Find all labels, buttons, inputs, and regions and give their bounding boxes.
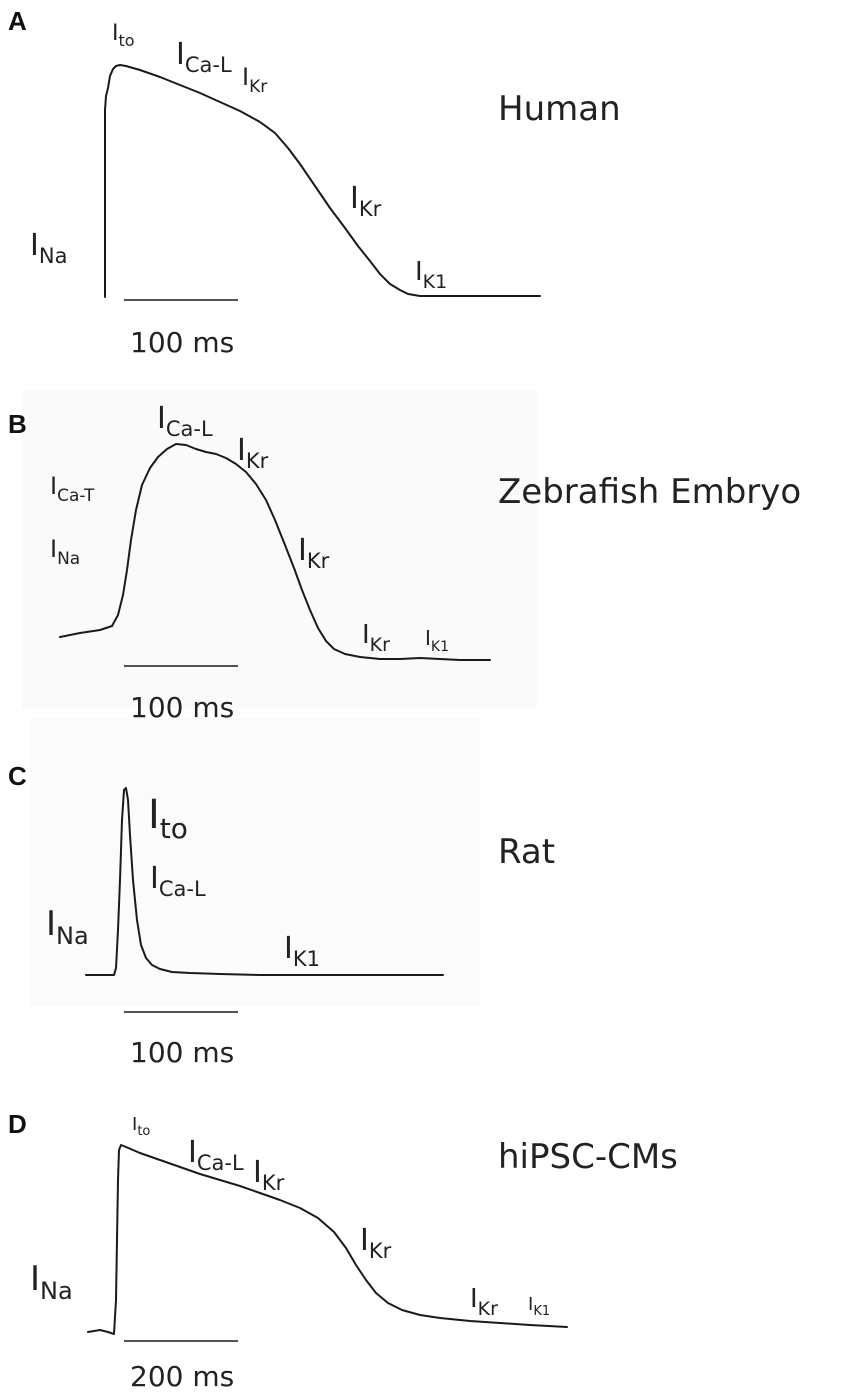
panel-c-scale-label: 100 ms <box>130 1036 234 1069</box>
svg-text:IKr: IKr <box>237 433 269 473</box>
panel-b-trace <box>59 443 491 661</box>
current-label-ica-l: ICa-L <box>176 37 232 77</box>
current-label-ina: INa <box>50 535 80 569</box>
svg-text:ICa-L: ICa-L <box>176 37 232 77</box>
panel-b-species-label: Zebrafish Embryo <box>498 472 801 512</box>
svg-text:INa: INa <box>30 228 67 268</box>
current-label-ina: INa <box>46 904 89 950</box>
svg-text:Ito: Ito <box>112 21 135 50</box>
svg-text:ICa-L: ICa-L <box>157 401 213 441</box>
current-label-ica-l: ICa-L <box>150 861 206 901</box>
svg-text:IKr: IKr <box>470 1284 498 1320</box>
svg-text:IK1: IK1 <box>425 626 449 655</box>
current-label-ik1: IK1 <box>425 626 449 655</box>
svg-text:IKr: IKr <box>360 1223 392 1263</box>
svg-text:IKr: IKr <box>242 63 267 97</box>
svg-text:Ito: Ito <box>148 792 188 845</box>
panel-b-background <box>22 390 537 708</box>
svg-text:Ito: Ito <box>132 1114 150 1139</box>
panel-a: A Ito ICa-L IKr IKr INa IK1 Human 100 ms <box>8 6 621 359</box>
svg-text:ICa-L: ICa-L <box>188 1135 244 1175</box>
current-label-ica-t: ICa-T <box>50 472 95 506</box>
svg-text:IKr: IKr <box>253 1155 285 1195</box>
panel-c-trace <box>85 787 444 976</box>
current-label-ito: Ito <box>132 1114 150 1139</box>
panel-d-species-label: hiPSC-CMs <box>498 1137 678 1177</box>
current-label-ica-l: ICa-L <box>188 1135 244 1175</box>
panel-d-scale-label: 200 ms <box>130 1360 234 1393</box>
current-label-ikr: IKr <box>253 1155 285 1195</box>
panel-a-trace <box>104 64 541 298</box>
current-label-ikr: IKr <box>298 533 330 573</box>
current-label-ik1: IK1 <box>528 1294 550 1319</box>
current-label-ito: Ito <box>148 792 188 845</box>
panel-c-species-label: Rat <box>498 832 555 872</box>
current-label-ik1: IK1 <box>284 931 320 971</box>
current-label-ikr: IKr <box>470 1284 498 1320</box>
svg-text:IKr: IKr <box>350 181 382 221</box>
panel-b-scale-label: 100 ms <box>130 691 234 724</box>
current-label-ikr: IKr <box>237 433 269 473</box>
panel-c-label: C <box>8 761 27 791</box>
current-label-ikr: IKr <box>242 63 267 97</box>
svg-text:IK1: IK1 <box>528 1294 550 1319</box>
panel-d-trace <box>87 1144 568 1335</box>
svg-text:IKr: IKr <box>298 533 330 573</box>
current-label-ikr: IKr <box>360 1223 392 1263</box>
svg-text:IK1: IK1 <box>415 257 447 293</box>
current-label-ina: INa <box>30 228 67 268</box>
current-label-ito: Ito <box>112 21 135 50</box>
svg-text:INa: INa <box>46 904 89 950</box>
panel-a-label: A <box>8 6 27 36</box>
panel-a-scale-label: 100 ms <box>130 326 234 359</box>
panel-b: B ICa-L IKr ICa-T INa IKr IKr IK1 Zebraf… <box>8 401 801 724</box>
panel-c: C Ito ICa-L INa IK1 Rat 100 ms <box>8 761 555 1069</box>
panel-c-background <box>30 718 480 1006</box>
current-label-ik1: IK1 <box>415 257 447 293</box>
svg-text:INa: INa <box>50 535 80 569</box>
current-label-ikr: IKr <box>362 620 390 656</box>
panel-b-label: B <box>8 409 27 439</box>
current-label-ina: INa <box>30 1259 73 1305</box>
current-label-ikr: IKr <box>350 181 382 221</box>
current-label-ica-l: ICa-L <box>157 401 213 441</box>
svg-text:IKr: IKr <box>362 620 390 656</box>
panel-d-label: D <box>8 1109 27 1139</box>
panel-a-species-label: Human <box>498 89 621 129</box>
svg-text:ICa-L: ICa-L <box>150 861 206 901</box>
panel-d: D Ito ICa-L IKr INa IKr IKr IK1 hiPSC-CM… <box>8 1109 678 1393</box>
svg-text:IK1: IK1 <box>284 931 320 971</box>
svg-text:INa: INa <box>30 1259 73 1305</box>
svg-text:ICa-T: ICa-T <box>50 472 95 506</box>
